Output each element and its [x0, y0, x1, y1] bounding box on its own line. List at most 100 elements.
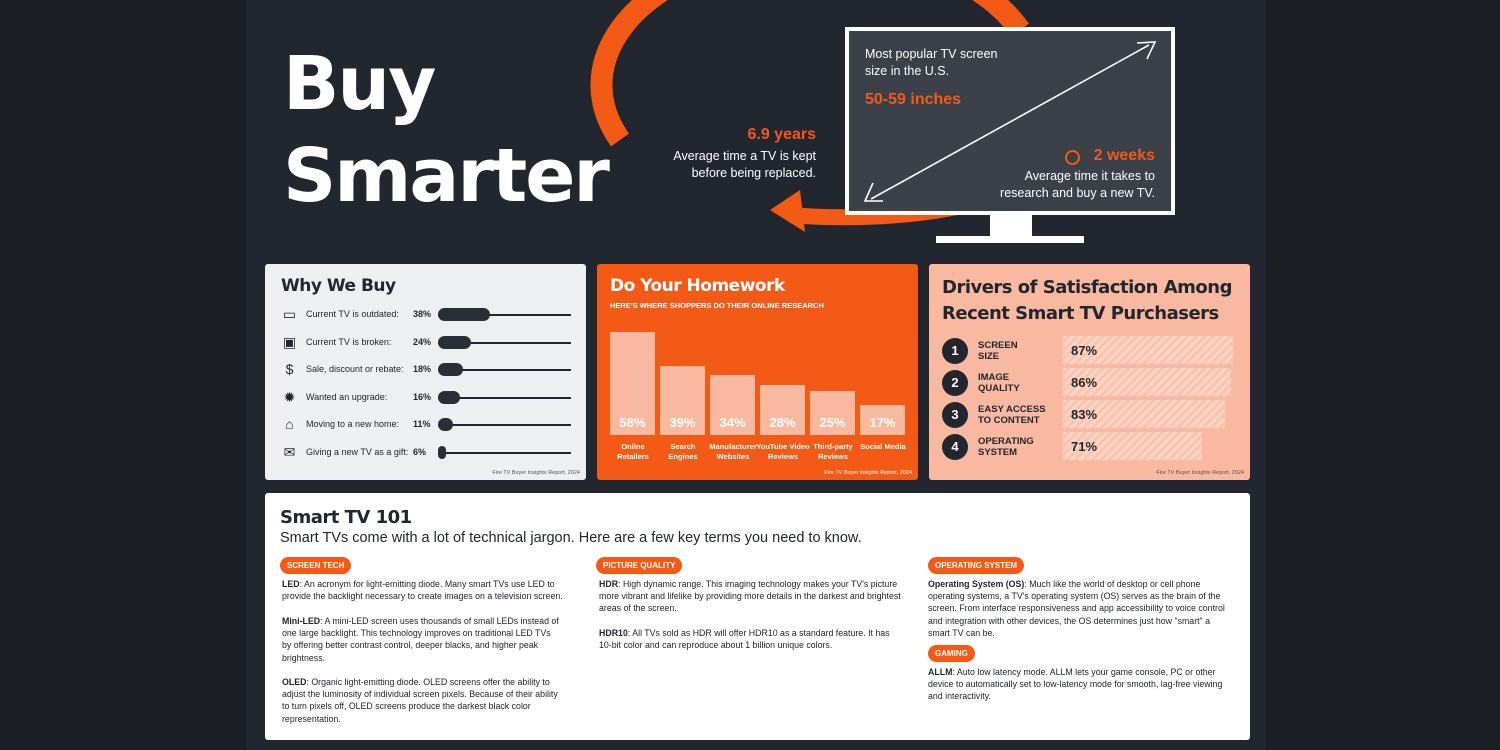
driver-pct: 86%: [1071, 375, 1098, 390]
broken-tv-icon: ▣: [282, 333, 297, 350]
hero-line-2: Smarter: [283, 133, 610, 219]
why-row-label: Current TV is outdated:: [306, 309, 399, 319]
chart-data-label: 58%: [619, 415, 646, 430]
chart-data-label: 34%: [719, 415, 746, 430]
driver-number: 2: [942, 370, 968, 396]
driver-label-line-1: SCREEN: [978, 340, 1018, 351]
why-row: ▣ Current TV is broken: 24%: [281, 333, 571, 353]
why-row-bar: [438, 308, 490, 321]
driver-bar: [1063, 368, 1232, 396]
driver-label-line-1: IMAGE: [978, 372, 1010, 383]
why-row: ▭ Current TV is outdated: 38%: [281, 305, 571, 325]
hero-line-1: Buy: [283, 41, 436, 127]
tv-base: [936, 236, 1084, 243]
driver-label-line-2: QUALITY: [978, 383, 1020, 394]
driver-bar: [1063, 432, 1202, 460]
driver-label-line-1: EASY ACCESS: [978, 404, 1046, 415]
years-stat: 6.9 years Average time a TV is kept befo…: [616, 126, 816, 182]
chart-category-label: YouTube Video Reviews: [756, 442, 810, 461]
why-row-bar: [438, 418, 454, 432]
why-source: Fire TV Buyer Insights Report, 2024: [492, 470, 580, 476]
weeks-desc-line-1: Average time it takes to: [1024, 169, 1155, 183]
miniled-definition: Mini-LED: A mini-LED screen uses thousan…: [282, 615, 562, 664]
miniled-text: : A mini-LED screen uses thousands of sm…: [282, 616, 559, 663]
tag-operating-system: OPERATING SYSTEM: [928, 557, 1025, 574]
driver-number: 4: [942, 434, 968, 460]
hdr-definition: HDR: High dynamic range. This imaging te…: [599, 578, 907, 615]
drivers-card: Drivers of Satisfaction Among Recent Sma…: [929, 264, 1250, 480]
why-row-bar: [438, 363, 463, 377]
homework-source: Fire TV Buyer Insights Report, 2024: [824, 470, 912, 476]
why-row: ✹ Wanted an upgrade: 16%: [281, 388, 571, 408]
chart-category-label: Manufacturer Websites: [709, 442, 757, 461]
house-icon: ⌂: [285, 416, 294, 433]
driver-bar: [1063, 336, 1233, 364]
tag-gaming: GAMING: [928, 645, 975, 662]
hdr10-definition: HDR10: All TVs sold as HDR will offer HD…: [599, 627, 899, 651]
chart-data-label: 17%: [869, 415, 896, 430]
upgrade-badge-icon: ✹: [283, 388, 296, 405]
why-row-label: Moving to a new home:: [306, 419, 400, 430]
tv-label-line-1: Most popular TV screen: [865, 47, 998, 61]
driver-label-line-2: SYSTEM: [978, 447, 1018, 458]
smart101-subtitle: Smart TVs come with a lot of technical j…: [280, 530, 862, 546]
os-term: Operating System (OS): [928, 579, 1025, 589]
led-term: LED: [282, 579, 300, 589]
tv-icon: ▭: [282, 306, 297, 322]
gift-icon: ✉: [283, 444, 296, 460]
tag-picture-quality: PICTURE QUALITY: [596, 557, 683, 574]
driver-label-line-2: SIZE: [978, 351, 1000, 362]
smart101-title: Smart TV 101: [280, 507, 412, 528]
driver-row: 2 IMAGE QUALITY 86%: [942, 368, 1242, 398]
why-row-bar: [438, 390, 460, 404]
why-row-label: Wanted an upgrade:: [306, 391, 388, 402]
chart-data-label: 28%: [769, 415, 796, 430]
chart-category-label: Online Retailers: [617, 442, 649, 461]
why-row-pct: 6%: [413, 447, 427, 457]
hdr-text: : High dynamic range. This imaging techn…: [599, 579, 901, 614]
why-row: $ Sale, discount or rebate: 18%: [281, 360, 571, 380]
weeks-desc-line-2: research and buy a new TV.: [1000, 186, 1155, 200]
driver-row: 1 SCREEN SIZE 87%: [942, 336, 1242, 366]
years-desc: Average time a TV is kept before being r…: [616, 148, 816, 182]
years-value: 6.9 years: [747, 126, 816, 143]
chart-data-label: 25%: [819, 415, 846, 430]
driver-pct: 87%: [1071, 343, 1098, 358]
weeks-value: 2 weeks: [1093, 147, 1155, 164]
tv-screen-graphic: Most popular TV screen size in the U.S. …: [845, 27, 1175, 215]
years-desc-line-2: before being replaced.: [691, 166, 816, 180]
chart-category-label: Third-party Reviews: [813, 442, 853, 461]
why-we-buy-card: Why We Buy ▭ Current TV is outdated: 38% ▣ C…: [265, 264, 586, 480]
driver-row: 4 OPERATING SYSTEM 71%: [942, 432, 1242, 462]
driver-label-line-1: OPERATING: [978, 436, 1034, 447]
oled-term: OLED: [282, 677, 307, 687]
why-row-label: Sale, discount or rebate:: [306, 364, 404, 375]
miniled-term: Mini-LED: [282, 616, 321, 626]
why-row-pct: 38%: [413, 309, 432, 319]
os-text: : Much like the world of desktop or cell…: [928, 579, 1225, 638]
drivers-title-line-1: Drivers of Satisfaction Among: [942, 277, 1232, 298]
why-row-bar: [438, 446, 447, 459]
allm-term: ALLM: [928, 667, 953, 677]
driver-bar: [1063, 400, 1226, 428]
weeks-desc: Average time it takes to research and bu…: [955, 168, 1155, 202]
driver-pct: 71%: [1071, 439, 1098, 454]
homework-card: Do Your Homework HERE'S WHERE SHOPPERS D…: [597, 264, 918, 480]
clock-icon: [1065, 150, 1080, 165]
allm-text: : Auto low latency mode. ALLM lets your …: [928, 667, 1223, 702]
chart-bar: 28%: [760, 385, 805, 435]
drivers-source: Fire TV Buyer Insights Report, 2024: [1156, 470, 1244, 476]
hero-title: Buy Smarter: [283, 38, 610, 222]
hdr-term: HDR: [599, 579, 619, 589]
why-row-pct: 18%: [413, 364, 432, 375]
chart-bar: 25%: [810, 390, 855, 435]
why-row-track: [438, 396, 571, 399]
driver-pct: 83%: [1071, 407, 1098, 422]
drivers-title-line-2: Recent Smart TV Purchasers: [942, 303, 1219, 324]
tag-screen-tech: SCREEN TECH: [280, 557, 352, 574]
why-row-label: Current TV is broken:: [306, 336, 392, 347]
why-row: ✉ Giving a new TV as a gift: 6%: [281, 443, 571, 463]
driver-label: OPERATING SYSTEM: [978, 436, 1060, 458]
chart-bar: 39%: [660, 365, 705, 435]
tv-size-value: 50-59 inches: [865, 91, 962, 108]
